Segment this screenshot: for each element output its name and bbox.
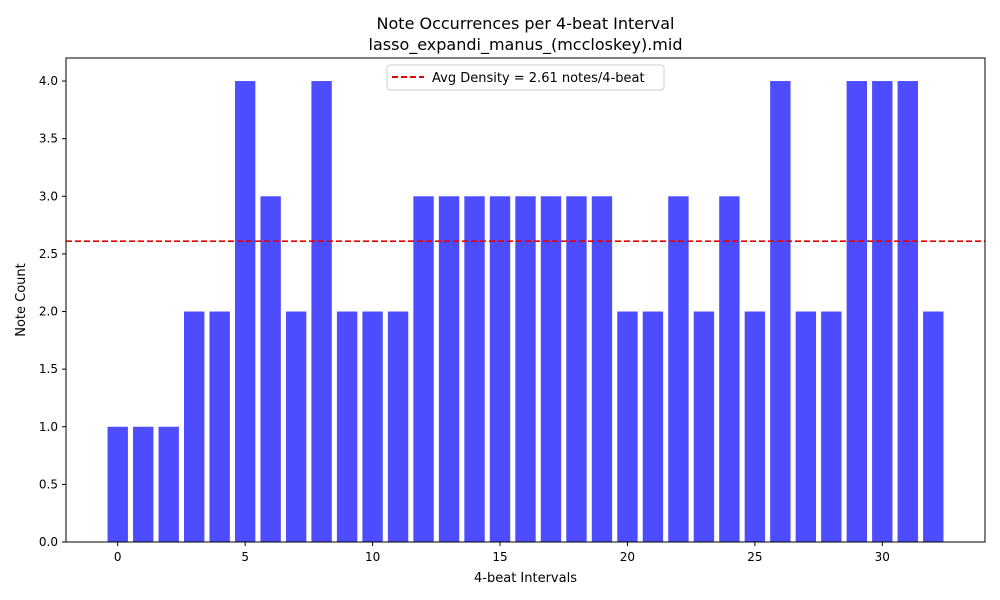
bar xyxy=(642,311,664,542)
bar xyxy=(872,81,893,543)
x-tick-label: 30 xyxy=(875,550,890,564)
bar xyxy=(923,311,944,542)
legend: Avg Density = 2.61 notes/4-beat xyxy=(386,64,665,91)
bar xyxy=(107,426,128,542)
chart-title: Note Occurrences per 4-beat Interval xyxy=(377,14,675,33)
bar xyxy=(668,196,689,543)
chart-subtitle: lasso_expandi_manus_(mccloskey).mid xyxy=(369,35,683,55)
bar xyxy=(387,311,409,542)
x-tick-label: 10 xyxy=(365,550,380,564)
legend-box xyxy=(386,64,665,91)
x-tick-label: 5 xyxy=(241,550,249,564)
bar xyxy=(260,196,281,543)
bar xyxy=(285,311,307,542)
bar xyxy=(158,426,179,542)
y-tick-label: 3.5 xyxy=(39,132,58,146)
bar xyxy=(617,311,638,542)
bar xyxy=(234,81,256,543)
y-tick-label: 2.5 xyxy=(39,247,58,261)
bar xyxy=(413,196,434,543)
legend-label: Avg Density = 2.61 notes/4-beat xyxy=(432,71,645,86)
bar xyxy=(795,311,817,542)
bar xyxy=(336,311,358,542)
y-axis-ticks: 0.0 0.5 1.0 1.5 2.0 2.5 3.0 3.5 4.0 xyxy=(39,74,66,549)
bar xyxy=(846,81,868,543)
x-tick-label: 20 xyxy=(620,550,635,564)
bar xyxy=(693,311,715,542)
bar xyxy=(183,311,205,542)
x-tick-label: 15 xyxy=(492,550,507,564)
y-tick-label: 2.0 xyxy=(39,305,58,319)
x-axis-ticks: 0 5 10 15 20 25 30 xyxy=(114,542,890,564)
x-tick-label: 25 xyxy=(747,550,762,564)
bar xyxy=(311,81,332,543)
y-tick-label: 0.0 xyxy=(39,535,58,549)
bar xyxy=(464,196,485,543)
bar xyxy=(719,196,740,543)
bar xyxy=(540,196,562,543)
y-tick-label: 1.0 xyxy=(39,420,58,434)
bars-group xyxy=(107,81,944,543)
bar xyxy=(770,81,791,543)
bar xyxy=(566,196,587,543)
bar xyxy=(362,311,383,542)
bar xyxy=(821,311,842,542)
bar xyxy=(515,196,536,543)
x-tick-label: 0 xyxy=(114,550,122,564)
plot-frame xyxy=(65,57,986,543)
y-tick-label: 4.0 xyxy=(39,74,58,88)
bar xyxy=(438,196,460,543)
bar xyxy=(897,81,918,543)
x-axis-label: 4-beat Intervals xyxy=(474,571,577,586)
y-axis-label: Note Count xyxy=(14,263,29,337)
y-tick-label: 0.5 xyxy=(39,477,58,491)
y-tick-label: 3.0 xyxy=(39,189,58,203)
bar xyxy=(489,196,511,543)
bar xyxy=(209,311,230,542)
bar xyxy=(591,196,613,543)
bar xyxy=(744,311,766,542)
bar xyxy=(133,426,154,542)
y-tick-label: 1.5 xyxy=(39,362,58,376)
